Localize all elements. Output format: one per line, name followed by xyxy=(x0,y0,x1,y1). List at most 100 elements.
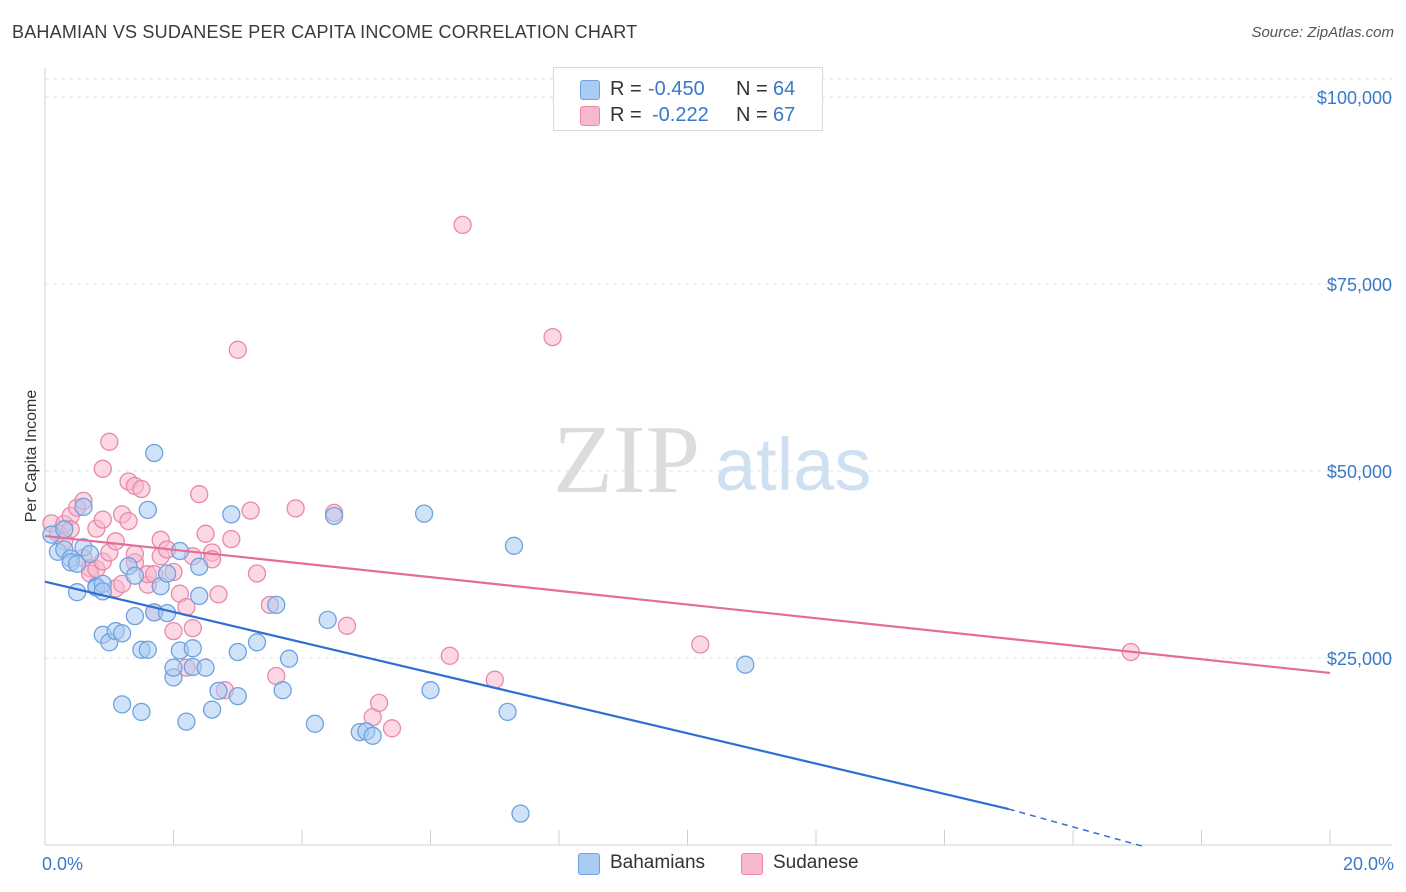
bahamian-point xyxy=(112,695,132,714)
legend-r-value: -0.450 xyxy=(648,78,705,100)
legend-n-value: 67 xyxy=(773,104,796,126)
sudanese-point xyxy=(119,511,138,531)
bahamian-point xyxy=(228,642,247,662)
bahamian-point xyxy=(177,712,196,731)
legend-swatch-pink xyxy=(580,106,600,126)
watermark-atlas: atlas xyxy=(715,423,871,506)
legend-r-label: R = xyxy=(610,78,642,100)
bahamian-point xyxy=(80,544,100,564)
bahamian-point xyxy=(190,557,209,576)
sudanese-point xyxy=(132,479,151,499)
sudanese-point xyxy=(183,618,202,638)
sudanese-point xyxy=(543,327,562,347)
x-tick-label: 20.0% xyxy=(1343,854,1394,874)
legend-swatch-blue xyxy=(580,80,600,100)
sudanese-point xyxy=(93,510,112,529)
y-tick-label: $100,000 xyxy=(1317,88,1392,108)
bahamian-point xyxy=(74,497,93,517)
y-tick-label: $75,000 xyxy=(1327,275,1392,295)
legend-swatch-blue xyxy=(578,853,600,875)
sudanese-point xyxy=(286,499,305,518)
sudanese-point xyxy=(382,719,402,738)
bahamian-point xyxy=(736,655,755,674)
bahamian-point xyxy=(421,681,440,700)
legend-swatch-pink xyxy=(741,853,763,875)
x-tick-labels: 0.0% 20.0% xyxy=(42,854,1394,874)
legend-label-bahamians: Bahamians xyxy=(610,852,706,873)
sudanese-point xyxy=(369,693,389,713)
bahamian-point xyxy=(112,624,132,643)
sudanese-point xyxy=(222,529,241,549)
bahamian-point xyxy=(414,504,434,523)
bahamian-point xyxy=(222,505,241,524)
bahamian-point xyxy=(279,649,299,668)
bahamian-point xyxy=(202,700,222,719)
bahamian-point xyxy=(228,686,247,706)
sudanese-point xyxy=(247,564,267,583)
legend-label-sudanese: Sudanese xyxy=(773,852,859,873)
sudanese-point xyxy=(93,459,112,478)
bahamian-point xyxy=(125,606,145,626)
legend-n-label: N = xyxy=(736,104,768,126)
series-legend: Bahamians Sudanese xyxy=(0,852,1406,878)
bahamian-point xyxy=(511,804,530,823)
grid-lines xyxy=(45,78,1392,659)
bahamian-point xyxy=(67,554,87,573)
bahamian-point xyxy=(55,520,74,539)
sudanese-trend-line xyxy=(44,534,1331,675)
sudanese-point xyxy=(453,215,472,235)
bahamian-point xyxy=(183,639,202,658)
bahamian-point xyxy=(498,702,517,722)
sudanese-point xyxy=(100,432,119,451)
bahamian-point xyxy=(318,610,337,630)
bahamian-trend-extension xyxy=(1008,808,1144,848)
sudanese-point xyxy=(190,485,209,504)
bahamian-points xyxy=(42,443,755,823)
sudanese-point xyxy=(241,501,260,520)
y-axis-label: Per Capita Income xyxy=(23,390,40,523)
correlation-legend: R = -0.450 N = 64 R = -0.222 N = 67 xyxy=(553,67,823,131)
bahamian-point xyxy=(164,658,183,677)
bahamian-point xyxy=(145,443,164,463)
bahamian-point xyxy=(363,726,382,745)
y-tick-labels: $25,000 $50,000 $75,000 $100,000 xyxy=(1317,88,1392,669)
sudanese-point xyxy=(337,616,357,635)
bahamian-point xyxy=(67,583,87,602)
sudanese-point xyxy=(112,574,132,594)
bahamian-point xyxy=(324,506,344,526)
sudanese-point xyxy=(228,340,247,359)
sudanese-point xyxy=(209,585,228,604)
sudanese-point xyxy=(164,621,183,641)
bahamian-point xyxy=(132,702,151,722)
bahamian-point xyxy=(504,536,524,555)
watermark-zip: ZIP xyxy=(553,406,700,514)
y-tick-label: $25,000 xyxy=(1327,649,1392,669)
watermark: ZIP atlas xyxy=(553,406,871,514)
trend-lines xyxy=(44,534,1331,848)
bahamian-point xyxy=(305,714,325,733)
legend-r-value: -0.222 xyxy=(652,104,709,126)
legend-r-label: R = xyxy=(610,104,642,126)
bahamian-point xyxy=(267,595,286,615)
bahamian-point xyxy=(247,633,267,652)
bahamian-point xyxy=(157,603,177,623)
y-tick-label: $50,000 xyxy=(1327,462,1392,482)
bahamian-trend-line xyxy=(44,580,1010,811)
legend-n-value: 64 xyxy=(773,78,796,100)
sudanese-point xyxy=(691,635,710,654)
bahamian-point xyxy=(196,658,215,677)
legend-n-label: N = xyxy=(736,78,768,100)
bahamian-point xyxy=(157,564,177,583)
bahamian-point xyxy=(273,681,292,700)
sudanese-point xyxy=(106,532,125,551)
bahamian-point xyxy=(138,640,157,659)
bahamian-point xyxy=(209,681,228,701)
bahamian-point xyxy=(125,566,145,585)
axes xyxy=(44,68,1392,846)
sudanese-point xyxy=(440,646,459,665)
bahamian-point xyxy=(138,500,157,520)
chart-title: BAHAMIAN VS SUDANESE PER CAPITA INCOME C… xyxy=(12,22,638,42)
x-tick-label: 0.0% xyxy=(42,854,83,874)
bahamian-point xyxy=(190,586,209,606)
